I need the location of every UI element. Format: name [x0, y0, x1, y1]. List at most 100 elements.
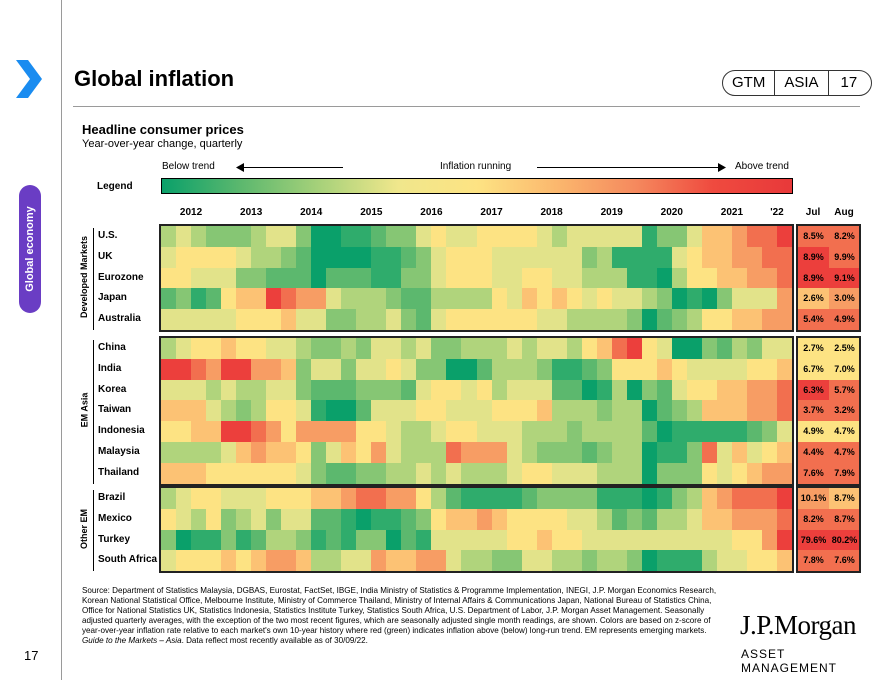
heatmap-cell [386, 246, 402, 269]
heatmap-cell [716, 267, 733, 289]
heatmap-cell [551, 529, 568, 551]
year-tick-label: 2015 [360, 207, 383, 218]
heatmap-cell [521, 508, 538, 531]
heatmap-cell [236, 442, 252, 464]
recent-value-aug: 4.7% [829, 442, 860, 464]
heatmap-cell [326, 442, 342, 464]
heatmap-cell [446, 379, 463, 401]
heatmap-cell [656, 442, 673, 464]
chevron-right-icon[interactable] [14, 60, 44, 98]
heatmap-cell [401, 508, 417, 531]
heatmap-cell [206, 529, 222, 551]
heatmap-cell [686, 508, 703, 531]
heatmap-cell [311, 442, 327, 464]
heatmap-cell [191, 267, 207, 289]
heatmap-cell [206, 508, 222, 531]
heatmap-cell [551, 488, 568, 510]
heatmap-cell [266, 246, 282, 269]
row-label: South Africa [98, 554, 158, 566]
heatmap-cell [701, 338, 718, 360]
heatmap-cell [371, 488, 387, 510]
heatmap-cell [761, 267, 778, 289]
heatmap-cell [716, 358, 733, 381]
heatmap-cell [716, 246, 733, 269]
year-tick-label: 2016 [420, 207, 443, 218]
heatmap-cell [281, 338, 297, 360]
heatmap-cell [551, 550, 568, 572]
recent-value-aug: 8.2% [829, 226, 860, 248]
arrow-right-icon [718, 163, 726, 172]
heatmap-cell [566, 288, 583, 310]
heatmap-cell [236, 508, 252, 531]
heatmap-cell [161, 226, 177, 248]
heatmap-cell [266, 309, 282, 331]
year-tick-label: 2013 [240, 207, 263, 218]
heatmap-cell [236, 358, 252, 381]
recent-value-jul: 79.6% [798, 529, 829, 551]
section-tab-global-economy[interactable]: Global economy [19, 185, 41, 313]
heatmap-cell [686, 488, 703, 510]
heatmap-cell [431, 226, 448, 248]
heatmap-cell [641, 338, 658, 360]
heatmap-cell [731, 288, 748, 310]
chart-subtitle: Year-over-year change, quarterly [82, 138, 243, 150]
heatmap-cell [206, 421, 222, 443]
year-tick-label: '22 [770, 207, 784, 218]
heatmap-cell [491, 442, 508, 464]
heatmap-cell [746, 267, 763, 289]
heatmap-cell [371, 400, 387, 422]
heatmap-cell [566, 358, 583, 381]
heatmap-cell [191, 529, 207, 551]
heatmap-cell [746, 462, 763, 485]
heatmap-cell [521, 246, 538, 269]
heatmap-cell [611, 358, 628, 381]
heatmap-cell [566, 529, 583, 551]
heatmap-cell [416, 508, 432, 531]
heatmap-cell [386, 338, 402, 360]
heatmap-cell [176, 550, 192, 572]
heatmap-cell [521, 358, 538, 381]
heatmap-cell [461, 421, 478, 443]
heatmap-cell [536, 246, 553, 269]
heatmap-cell [671, 267, 688, 289]
heatmap-cell [371, 288, 387, 310]
heatmap-cell [506, 288, 523, 310]
heatmap-cell [626, 529, 643, 551]
heatmap-cell [221, 267, 237, 289]
heatmap-cell [401, 226, 417, 248]
heatmap-cell [341, 338, 357, 360]
recent-value-aug: 5.7% [829, 379, 860, 401]
heatmap-panel [159, 336, 794, 486]
heatmap-cell [371, 267, 387, 289]
heatmap-cell [611, 400, 628, 422]
heatmap-cell [761, 358, 778, 381]
heatmap-cell [236, 462, 252, 485]
row-label: Turkey [98, 533, 131, 545]
heatmap-cell [191, 246, 207, 269]
heatmap-cell [656, 309, 673, 331]
year-tick-label: 2021 [720, 207, 744, 218]
heatmap-cell [626, 508, 643, 531]
recent-values-panel [796, 336, 861, 486]
heatmap-cell [356, 488, 372, 510]
heatmap-cell [671, 400, 688, 422]
heatmap-cell [296, 550, 312, 572]
heatmap-cell [731, 550, 748, 572]
heatmap-cell [491, 267, 508, 289]
heatmap-cell [476, 288, 493, 310]
heatmap-cell [176, 338, 192, 360]
heatmap-panel [159, 486, 794, 574]
recent-value-aug: 8.7% [829, 508, 860, 531]
heatmap-cell [521, 309, 538, 331]
heatmap-cell [746, 288, 763, 310]
heatmap-cell [191, 462, 207, 485]
heatmap-cell [266, 338, 282, 360]
heatmap-cell [446, 400, 463, 422]
heatmap-cell [581, 442, 598, 464]
heatmap-cell [341, 379, 357, 401]
heatmap-cell [341, 400, 357, 422]
heatmap-cell [536, 400, 553, 422]
recent-value-jul: 8.9% [798, 267, 829, 289]
heatmap-cell [386, 267, 402, 289]
heatmap-cell [656, 358, 673, 381]
